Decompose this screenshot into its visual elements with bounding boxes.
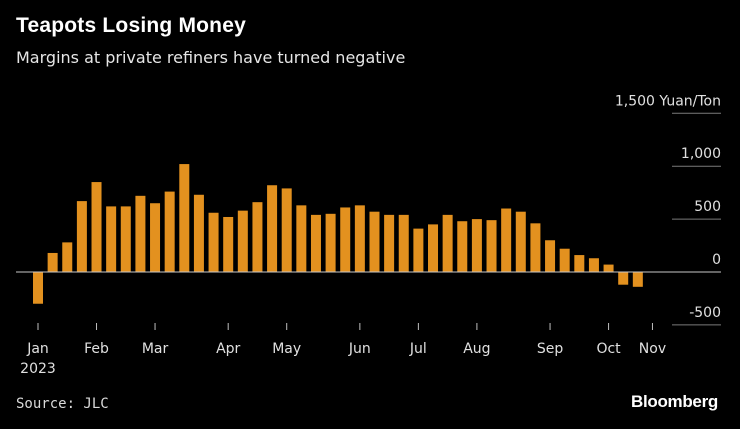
- bar: [47, 252, 58, 272]
- bar: [164, 191, 175, 272]
- y-tick-label: 1,500 Yuan/Ton: [615, 93, 721, 109]
- bar: [618, 272, 629, 285]
- bar: [208, 212, 219, 272]
- bar: [76, 201, 87, 272]
- bar: [559, 248, 570, 272]
- bar: [486, 220, 497, 272]
- x-tick-label: Mar: [142, 341, 169, 357]
- bar: [106, 206, 117, 272]
- bar: [442, 214, 453, 272]
- bar: [413, 228, 424, 272]
- y-tick-label: 1,000: [681, 146, 721, 162]
- x-tick-label: Nov: [639, 341, 666, 357]
- gridlines: [672, 112, 721, 326]
- bar: [135, 195, 146, 272]
- bar: [193, 194, 204, 272]
- bar: [501, 208, 512, 272]
- x-tick-label: Aug: [463, 341, 490, 357]
- bar: [588, 258, 599, 272]
- y-axis: 1,500 Yuan/Ton 1,000 500 0 -500: [615, 93, 721, 321]
- x-tick-label: Sep: [537, 341, 564, 357]
- bar: [33, 272, 43, 304]
- bar: [340, 207, 351, 272]
- x-tick-label: Oct: [596, 341, 621, 357]
- bar: [252, 202, 263, 272]
- bar: [237, 210, 248, 272]
- bar: [62, 242, 73, 272]
- x-tick-label: Apr: [216, 341, 240, 357]
- bar: [384, 214, 395, 272]
- y-tick-label: -500: [689, 305, 721, 321]
- x-axis: Jan Feb Mar Apr May Jun Jul Aug Sep Oct Nov 2023: [20, 323, 666, 377]
- bar: [457, 221, 468, 272]
- bar: [223, 216, 234, 272]
- bar: [471, 219, 482, 272]
- bar: [515, 211, 526, 272]
- bar: [296, 205, 307, 272]
- bar: [325, 213, 336, 272]
- bar: [428, 224, 439, 272]
- bar: [398, 214, 409, 272]
- x-tick-label: Feb: [84, 341, 109, 357]
- bar: [530, 223, 541, 272]
- x-tick-label: Jul: [409, 341, 427, 357]
- x-tick-label: Jan: [26, 341, 49, 357]
- y-tick-label: 500: [694, 199, 721, 215]
- chart-subtitle: Margins at private refiners have turned …: [16, 48, 406, 67]
- year-label: 2023: [20, 361, 56, 377]
- bar: [603, 264, 614, 272]
- bar: [310, 214, 321, 272]
- bar: [574, 255, 585, 272]
- bloomberg-logo: Bloomberg: [630, 392, 718, 411]
- bar: [632, 272, 643, 287]
- bar: [369, 211, 380, 272]
- bar: [545, 240, 556, 272]
- x-tick-label: Jun: [348, 341, 371, 357]
- bar: [150, 203, 161, 272]
- source-note: Source: JLC: [16, 396, 109, 412]
- bar: [91, 182, 102, 272]
- bar: [120, 206, 131, 272]
- bar: [267, 185, 278, 272]
- x-tick-label: May: [272, 341, 301, 357]
- chart-title: Teapots Losing Money: [16, 14, 246, 37]
- y-tick-label: 0: [712, 252, 721, 268]
- bar: [281, 188, 292, 272]
- bars: [33, 164, 643, 304]
- bar: [179, 164, 190, 272]
- bar: [354, 205, 365, 272]
